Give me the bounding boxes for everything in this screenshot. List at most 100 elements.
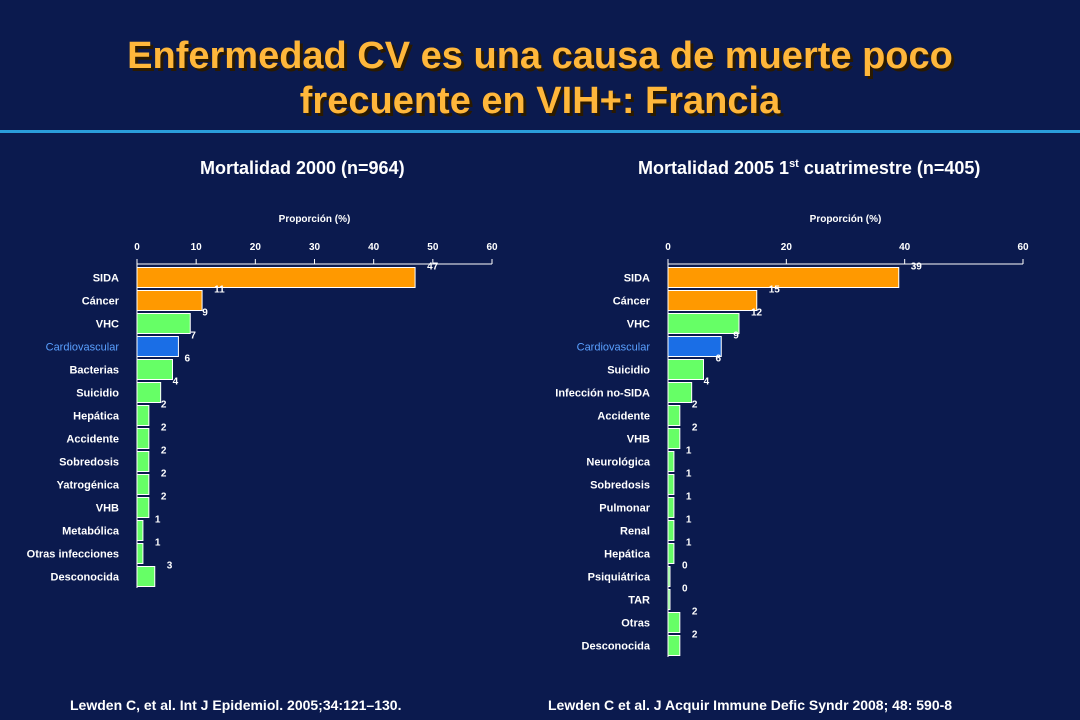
chart-2005-category-label-cardiovascular: Cardiovascular <box>577 342 651 354</box>
chart-2000-category-label-sida: SIDA <box>93 273 119 285</box>
chart-2000-bar-yatrog-nica <box>136 474 150 495</box>
chart-2005-value-label-accidente: 2 <box>692 400 698 411</box>
chart-2005-value-label-neurol-gica: 1 <box>686 446 692 457</box>
chart-2005-category-label-renal: Renal <box>620 526 650 538</box>
chart-2005-category-label-pulmonar: Pulmonar <box>599 503 650 515</box>
chart-2000-value-label-accidente: 2 <box>161 423 167 434</box>
chart-2005-category-label-psiqui-trica: Psiquiátrica <box>588 572 651 584</box>
slide-title: Enfermedad CV es una causa de muerte poc… <box>0 34 1080 124</box>
chart-2000-value-label-otras-infecciones: 1 <box>155 538 161 549</box>
chart-2005-bar-cardiovascular <box>667 336 722 357</box>
chart-2005-bar-sobredosis <box>667 474 675 495</box>
chart-2000-x-axis-label: Proporción (%) <box>279 214 351 225</box>
chart-2005-bar-psiqui-trica <box>667 566 671 587</box>
chart-2005-tick-label-0: 0 <box>665 242 671 253</box>
chart-2000-bar-accidente <box>136 428 150 449</box>
chart-2005-bar-tar <box>667 589 671 610</box>
chart-2005-value-label-pulmonar: 1 <box>686 492 692 503</box>
chart-2000-category-label-accidente: Accidente <box>66 434 119 446</box>
chart-2000-bar-otras-infecciones <box>136 543 144 564</box>
chart-2000-tick-label-0: 0 <box>134 242 140 253</box>
chart-2005-category-label-infecci-n-no-sida: Infección no-SIDA <box>555 388 650 400</box>
chart-2000-value-label-cardiovascular: 7 <box>190 331 196 342</box>
chart-2005-value-label-renal: 1 <box>686 515 692 526</box>
chart-2005-tick-label-40: 40 <box>899 242 911 253</box>
chart-2005-category-label-sida: SIDA <box>624 273 650 285</box>
citation-2000: Lewden C, et al. Int J Epidemiol. 2005;3… <box>70 697 402 713</box>
chart-2000-value-label-sida: 47 <box>427 262 439 273</box>
chart-2000-category-label-metab-lica: Metabólica <box>62 526 120 538</box>
chart-2005-value-label-desconocida: 2 <box>692 630 698 641</box>
chart-2005-category-label-c-ncer: Cáncer <box>613 296 651 308</box>
chart-2005-value-label-psiqui-trica: 0 <box>682 561 688 572</box>
chart-2005-bar-pulmonar <box>667 497 675 518</box>
chart-2000-bar-sida <box>136 267 416 288</box>
chart-2005-bar-suicidio <box>667 359 704 380</box>
chart-2005-bar-c-ncer <box>667 290 758 311</box>
chart-2000-category-label-hep-tica: Hepática <box>73 411 120 423</box>
chart-2005-bar-hep-tica <box>667 543 675 564</box>
chart-2000-tick-label-50: 50 <box>427 242 439 253</box>
chart-2005-bar-accidente <box>667 405 681 426</box>
chart-2000-value-label-vhc: 9 <box>202 308 208 319</box>
chart-2000-bar-vhc <box>136 313 191 334</box>
chart-2000-category-label-suicidio: Suicidio <box>76 388 119 400</box>
chart-2005-value-label-vhb: 2 <box>692 423 698 434</box>
chart-2000-tick-label-40: 40 <box>368 242 380 253</box>
chart-2005-category-label-sobredosis: Sobredosis <box>590 480 650 492</box>
chart-2005-bar-desconocida <box>667 635 681 656</box>
chart-2005-value-label-vhc: 12 <box>751 308 763 319</box>
chart-2000-bar-metab-lica <box>136 520 144 541</box>
chart-2005-bar-vhc <box>667 313 740 334</box>
slide-title-line-2: frecuente en VIH+: Francia <box>299 80 781 122</box>
citation-2005: Lewden C et al. J Acquir Immune Defic Sy… <box>548 697 953 713</box>
chart-2000-tick-label-20: 20 <box>250 242 262 253</box>
chart-2005-tick-label-60: 60 <box>1017 242 1029 253</box>
chart-2000-value-label-c-ncer: 11 <box>214 285 225 296</box>
chart-2005-category-label-hep-tica: Hepática <box>604 549 651 561</box>
title-divider <box>0 130 1080 133</box>
chart-2000-category-label-c-ncer: Cáncer <box>82 296 120 308</box>
chart-2005-category-label-accidente: Accidente <box>597 411 650 423</box>
chart-2000-category-label-cardiovascular: Cardiovascular <box>46 342 120 354</box>
chart-2000-category-label-yatrog-nica: Yatrogénica <box>57 480 120 492</box>
slide-title-line-1: Enfermedad CV es una causa de muerte poc… <box>127 35 953 77</box>
chart-2005-category-label-desconocida: Desconocida <box>582 641 651 653</box>
chart-2005-bar-neurol-gica <box>667 451 675 472</box>
chart-2000-bar-bacterias <box>136 359 173 380</box>
chart-2005-title-sup: st <box>789 158 799 170</box>
chart-2000-tick-label-60: 60 <box>486 242 498 253</box>
chart-2000-bar-suicidio <box>136 382 162 403</box>
chart-2005-category-label-vhb: VHB <box>627 434 650 446</box>
chart-2000-value-label-metab-lica: 1 <box>155 515 161 526</box>
chart-2005-tick-label-20: 20 <box>781 242 793 253</box>
chart-2005-value-label-hep-tica: 1 <box>686 538 692 549</box>
chart-2000-bar-c-ncer <box>136 290 203 311</box>
chart-2005-title-rest: cuatrimestre (n=405) <box>798 158 981 178</box>
chart-2000-category-label-bacterias: Bacterias <box>69 365 119 377</box>
chart-2000-bar-sobredosis <box>136 451 150 472</box>
chart-2005-value-label-c-ncer: 15 <box>769 285 781 296</box>
chart-2000-bar-hep-tica <box>136 405 150 426</box>
chart-2000-bar-vhb <box>136 497 150 518</box>
chart-2005-value-label-suicidio: 6 <box>716 354 722 365</box>
chart-2000-value-label-sobredosis: 2 <box>161 446 167 457</box>
chart-2000-tick-label-10: 10 <box>191 242 203 253</box>
chart-2000-value-label-yatrog-nica: 2 <box>161 469 167 480</box>
chart-2000-category-label-desconocida: Desconocida <box>51 572 120 584</box>
chart-2000-value-label-hep-tica: 2 <box>161 400 167 411</box>
chart-2005-category-label-vhc: VHC <box>627 319 650 331</box>
chart-2000-category-label-vhb: VHB <box>96 503 119 515</box>
chart-2005-value-label-otras: 2 <box>692 607 698 618</box>
chart-2000-category-label-vhc: VHC <box>96 319 119 331</box>
chart-2005-title: Mortalidad 2005 1st cuatrimestre (n=405) <box>638 158 980 179</box>
chart-2005-category-label-suicidio: Suicidio <box>607 365 650 377</box>
chart-2000-value-label-suicidio: 4 <box>173 377 179 388</box>
chart-2005-value-label-cardiovascular: 9 <box>733 331 739 342</box>
chart-2000-bar-desconocida <box>136 566 156 587</box>
chart-2005-value-label-sobredosis: 1 <box>686 469 692 480</box>
chart-2005-bar-infecci-n-no-sida <box>667 382 693 403</box>
chart-2000-title: Mortalidad 2000 (n=964) <box>200 158 405 178</box>
